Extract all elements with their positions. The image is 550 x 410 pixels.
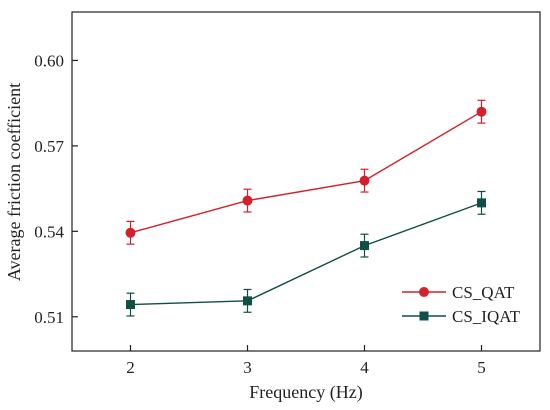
legend-marker [419, 311, 429, 321]
y-tick-label: 0.51 [34, 308, 64, 327]
data-point [243, 296, 252, 306]
x-tick-label: 2 [126, 358, 135, 377]
series-line-cs-iqat [130, 202, 482, 306]
legend-label: CS_IQAT [452, 307, 521, 326]
x-tick-label: 3 [243, 358, 252, 377]
x-axis: 2 3 4 5 [126, 345, 486, 377]
y-tick-label: 0.57 [34, 137, 64, 156]
legend-item: CS_QAT [402, 283, 515, 302]
series-cs-qat [125, 99, 487, 245]
y-tick-label: 0.60 [34, 51, 64, 70]
legend-item: CS_IQAT [402, 307, 521, 326]
y-tick-label: 0.54 [34, 222, 64, 241]
x-axis-label: Frequency (Hz) [249, 382, 362, 403]
legend-label: CS_QAT [452, 283, 515, 302]
data-point [359, 175, 370, 186]
x-tick-label: 5 [477, 358, 486, 377]
data-point [476, 106, 487, 117]
data-point [477, 198, 486, 208]
series-cs-iqat [126, 190, 486, 317]
plot-area-frame [71, 11, 541, 352]
data-point [242, 195, 253, 206]
legend: CS_QAT CS_IQAT [402, 283, 521, 326]
legend-marker [419, 287, 429, 297]
series-layer [125, 99, 487, 317]
y-axis: 0.51 0.54 0.57 0.60 [34, 51, 78, 327]
data-point [360, 241, 369, 251]
data-point [126, 300, 135, 310]
data-point [125, 227, 136, 238]
series-line-cs-qat [130, 111, 482, 234]
y-axis-label: Average friction coefficient [4, 83, 24, 281]
x-tick-label: 4 [360, 358, 369, 377]
